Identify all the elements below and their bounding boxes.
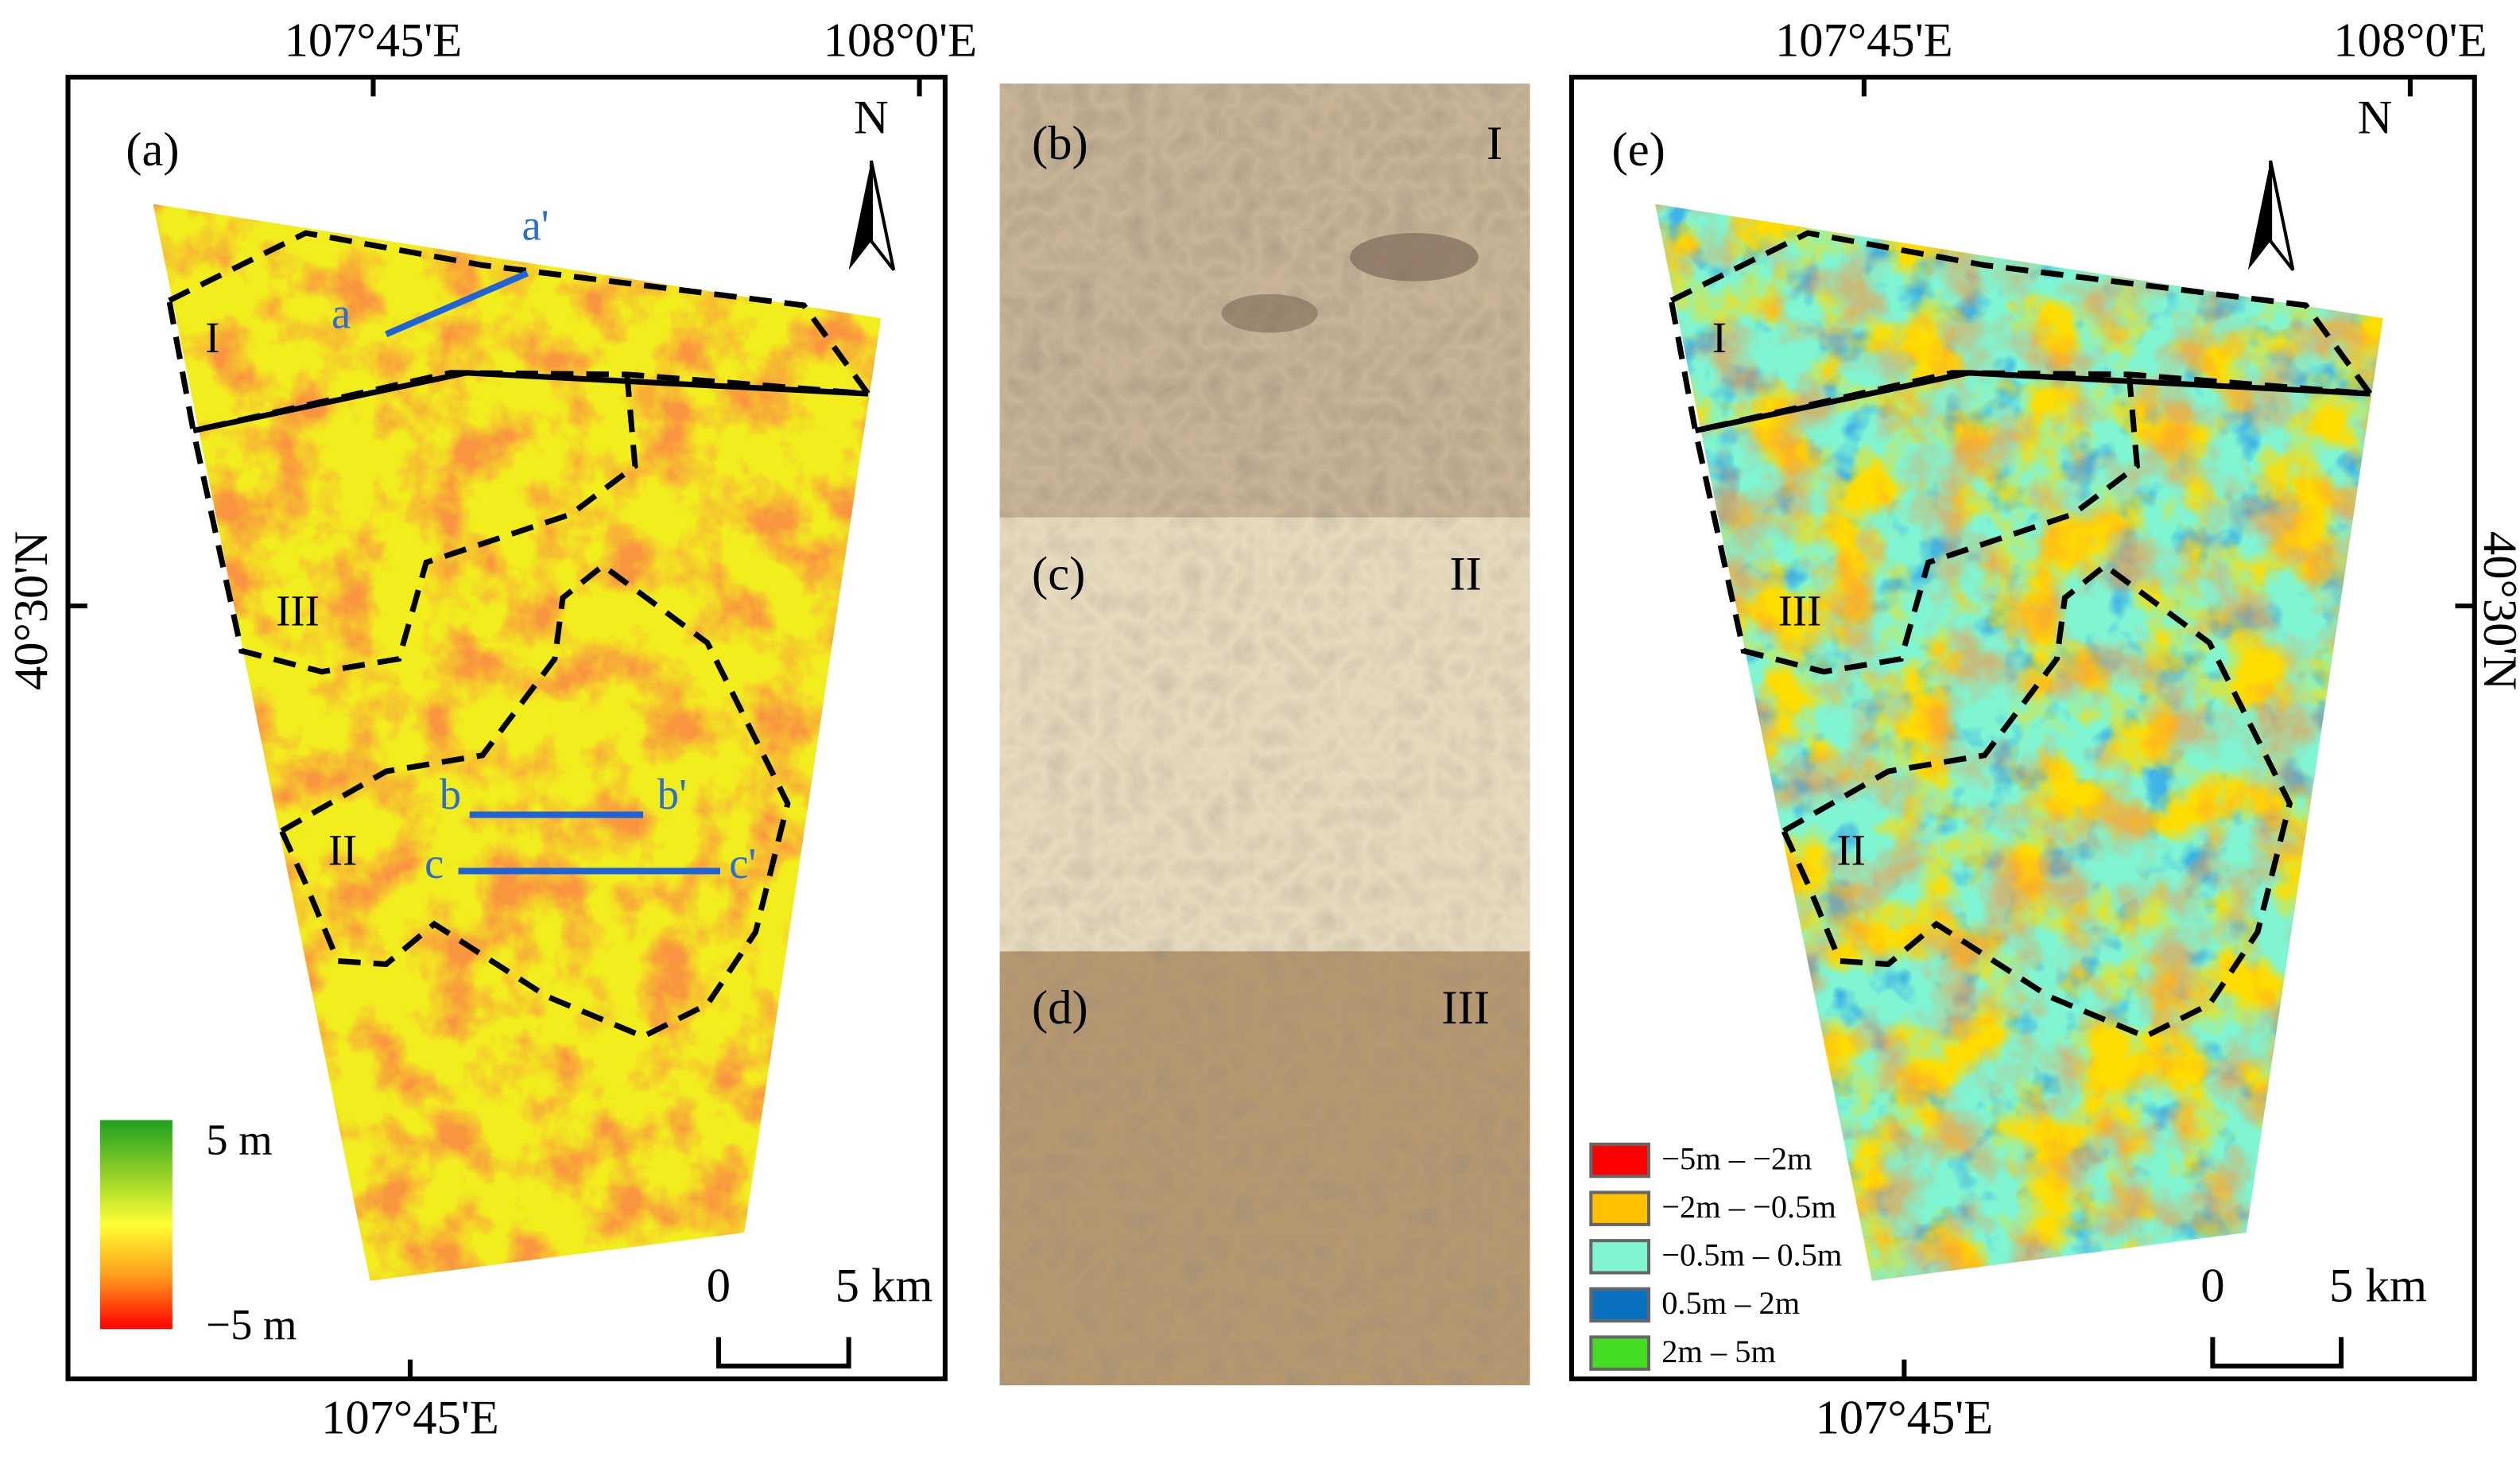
colorbar-max: 5 m [206,1115,272,1163]
lon-label: 107°45'E [1775,14,1953,67]
scale-bar [715,1337,851,1369]
zone-label: I [205,313,219,362]
panel-e: N (e) 107°45'E 108°0'E 107°45'E 40°30'N … [1569,14,2520,1444]
zone-label: III [1778,587,1821,635]
panel-a: N (a) 107°45'E 108°0'E 107°45'E 40°30'N … [5,14,977,1444]
photos: (b) I (c) II (d) III [999,83,1530,1385]
panel-label: (a) [126,123,179,177]
legend: −5m – −2m −2m – −0.5m −0.5m – 0.5m 0.5m – 2… [1589,1140,1842,1371]
zone-label: II [328,826,357,875]
scale-label: 5 km [835,1260,933,1313]
photo-label: (d) [1032,981,1088,1035]
colorbar [99,1120,173,1330]
lon-label: 107°45'E [321,1391,499,1444]
north-label: N [2358,91,2393,144]
north-label: N [854,91,889,144]
legend-swatch [1589,1190,1651,1226]
profile-label: a [331,289,351,338]
legend-swatch [1589,1287,1651,1323]
zone-label: I [1712,313,1727,362]
lon-label: 108°0'E [824,14,977,67]
profile-label: b' [657,770,687,818]
zone-label: I [1487,117,1502,170]
zone-label: II [1449,547,1481,600]
legend-label: 0.5m – 2m [1661,1285,1800,1321]
photo-label: (c) [1032,547,1085,600]
legend-swatch [1589,1142,1651,1179]
zone-label: II [1837,826,1866,875]
legend-label: −0.5m – 0.5m [1661,1237,1842,1273]
lat-label: 40°30'N [2473,531,2520,690]
profile-line [385,270,529,338]
lon-label: 107°45'E [1816,1391,1994,1444]
legend-swatch [1589,1335,1651,1371]
legend-label: −2m – −0.5m [1661,1189,1836,1225]
legend-label: 2m – 5m [1661,1334,1776,1369]
zone-label: III [1441,981,1490,1035]
profile-label: b [440,770,461,818]
scale-label: 5 km [2329,1260,2427,1313]
scale-label: 0 [2200,1260,2224,1313]
legend-label: −5m – −2m [1661,1140,1812,1176]
lon-label: 107°45'E [285,14,463,67]
scale-bar [2210,1337,2344,1369]
panel-label: (e) [1612,123,1665,177]
colorbar-min: −5 m [206,1300,297,1349]
profile-label: a' [522,200,549,249]
scale-label: 0 [707,1260,731,1313]
lat-label: 40°30'N [5,531,58,690]
profile-label: c [425,839,444,887]
photo-label: (b) [1032,117,1088,170]
legend-swatch [1589,1239,1651,1275]
zone-label: III [276,587,320,635]
profile-label: c' [729,839,756,887]
lon-label: 108°0'E [2333,14,2487,67]
